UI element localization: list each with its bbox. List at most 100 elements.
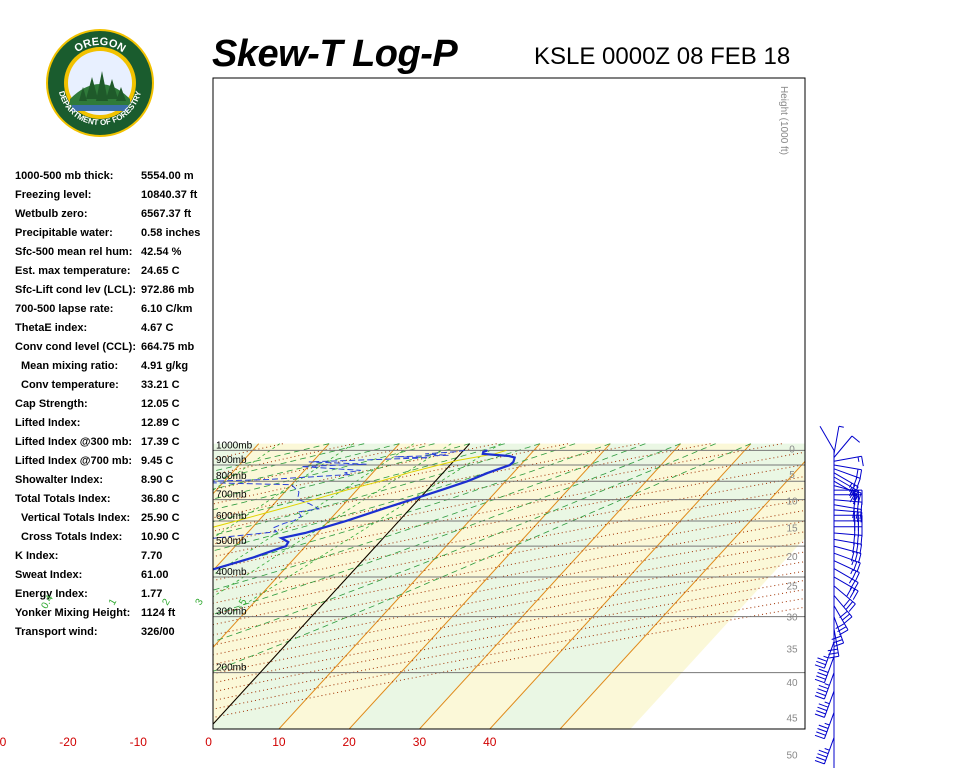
moist-adiabat	[213, 443, 646, 591]
dry-adiabat	[0, 444, 212, 768]
stat-label: Showalter Index:	[15, 474, 104, 486]
height-tick-label: 50	[786, 751, 798, 762]
stat-value: 17.39 C	[141, 436, 180, 448]
stat-row: Est. max temperature: 24.65 C	[15, 262, 215, 281]
stat-row: Conv cond level (CCL): 664.75 mb	[15, 338, 215, 357]
stat-label: Sweat Index:	[15, 569, 83, 581]
stat-value: 36.80 C	[141, 493, 180, 505]
stat-label: Sfc-Lift cond lev (LCL):	[15, 284, 136, 296]
height-tick-label: 25	[786, 582, 798, 593]
wind-barb	[833, 532, 863, 546]
oregon-forestry-logo: OREGON DEPARTMENT OF FORESTRY	[46, 29, 154, 137]
stat-row: Lifted Index: 12.89 C	[15, 414, 215, 433]
stat-row: Conv temperature: 33.21 C	[15, 376, 215, 395]
pressure-label: 900mb	[216, 455, 247, 466]
stat-label: 700-500 lapse rate:	[15, 303, 114, 315]
plot-area	[0, 443, 805, 768]
height-axis-label: Height (1000 ft)	[778, 86, 789, 155]
stat-row: 700-500 lapse rate: 6.10 C/km	[15, 300, 215, 319]
pressure-label: 800mb	[216, 471, 247, 482]
stat-label: Freezing level:	[15, 189, 92, 201]
pressure-label: 200mb	[216, 663, 247, 674]
temperature-profile	[213, 449, 517, 571]
parcel-trace	[213, 449, 507, 528]
stat-label: Energy Index:	[15, 588, 88, 600]
wind-barb	[819, 425, 835, 451]
dry-adiabat	[213, 498, 805, 615]
mixing-ratio-label: 0.4	[39, 593, 56, 611]
stat-value: 1124 ft	[141, 607, 176, 619]
x-tick-label: -10	[130, 735, 148, 749]
isotherm-band	[213, 443, 540, 729]
stat-row: Sweat Index: 61.00	[15, 566, 215, 585]
height-tick-label: 35	[786, 645, 798, 656]
mixing-ratio-line	[213, 443, 452, 598]
pressure-label: 700mb	[216, 490, 247, 501]
wind-barb	[814, 690, 835, 718]
dry-adiabat	[213, 451, 805, 570]
isotherm-line	[213, 443, 400, 649]
stat-label: Conv temperature:	[21, 379, 119, 391]
stat-label: Cap Strength:	[15, 398, 88, 410]
isotherm-line	[559, 460, 805, 729]
stat-row: Total Totals Index: 36.80 C	[15, 490, 215, 509]
stat-row: Lifted Index @700 mb: 9.45 C	[15, 452, 215, 471]
stat-label: 1000-500 mb thick:	[15, 170, 114, 182]
stat-label: Yonker Mixing Height:	[15, 607, 131, 619]
wind-barb	[814, 712, 835, 740]
stat-value: 4.67 C	[141, 322, 174, 334]
stat-label: Est. max temperature:	[15, 265, 131, 277]
wind-barb	[833, 499, 863, 513]
wind-barb	[833, 476, 859, 500]
dry-adiabat	[213, 443, 782, 558]
mixing-ratio-line	[213, 443, 414, 576]
stat-value: 10840.37 ft	[141, 189, 198, 201]
stat-value: 664.75 mb	[141, 341, 195, 353]
mixing-ratio-label: 2	[160, 597, 173, 608]
dry-adiabat	[213, 570, 805, 684]
stat-row: Wetbulb zero: 6567.37 ft	[15, 205, 215, 224]
stat-value: 12.05 C	[141, 398, 180, 410]
wind-barb	[833, 425, 844, 454]
wind-barb	[814, 672, 835, 700]
stat-row: Cap Strength: 12.05 C	[15, 395, 215, 414]
stat-value: 326/00	[141, 626, 175, 638]
stat-row: Energy Index: 1.77	[15, 585, 215, 604]
moist-adiabat	[213, 443, 505, 523]
stability-indices-panel: 1000-500 mb thick: 5554.00 m Freezing leve…	[15, 167, 215, 642]
pressure-label: 600mb	[216, 511, 247, 522]
wind-barb	[833, 455, 864, 467]
x-tick-label: 30	[413, 735, 427, 749]
wind-barb	[814, 737, 835, 765]
logo-text-top: OREGON	[72, 36, 127, 55]
stat-label: K Index:	[15, 550, 59, 562]
stat-row: Yonker Mixing Height: 1124 ft	[15, 604, 215, 623]
mixing-ratio-label: 1	[107, 597, 120, 608]
mixing-ratio-line	[213, 443, 281, 491]
wind-barb	[833, 538, 863, 555]
stat-label: Sfc-500 mean rel hum:	[15, 246, 133, 258]
stat-row: Sfc-500 mean rel hum: 42.54 %	[15, 243, 215, 262]
dry-adiabat	[213, 443, 426, 491]
wind-barb	[833, 605, 849, 636]
plot-frame	[212, 77, 806, 730]
stat-value: 12.89 C	[141, 417, 180, 429]
wind-barb	[833, 560, 860, 582]
isotherm-line	[348, 443, 611, 729]
x-tick-label: -30	[0, 735, 7, 749]
stat-value: 8.90 C	[141, 474, 174, 486]
isotherm-line	[0, 444, 188, 768]
x-tick-label: 10	[272, 735, 286, 749]
wind-barb	[833, 545, 862, 564]
pressure-label: 500mb	[216, 536, 247, 547]
wind-barb	[834, 494, 863, 505]
page-title: Skew-T Log-P	[212, 33, 458, 75]
stat-row: Cross Totals Index: 10.90 C	[15, 528, 215, 547]
stat-label: Lifted Index @700 mb:	[15, 455, 133, 467]
wind-barb	[833, 509, 863, 523]
height-tick-label: 15	[786, 524, 798, 535]
pressure-label: 300mb	[216, 607, 247, 618]
stat-value: 0.58 inches	[141, 227, 201, 239]
stat-label: ThetaE index:	[15, 322, 88, 334]
wind-barb	[833, 595, 853, 624]
